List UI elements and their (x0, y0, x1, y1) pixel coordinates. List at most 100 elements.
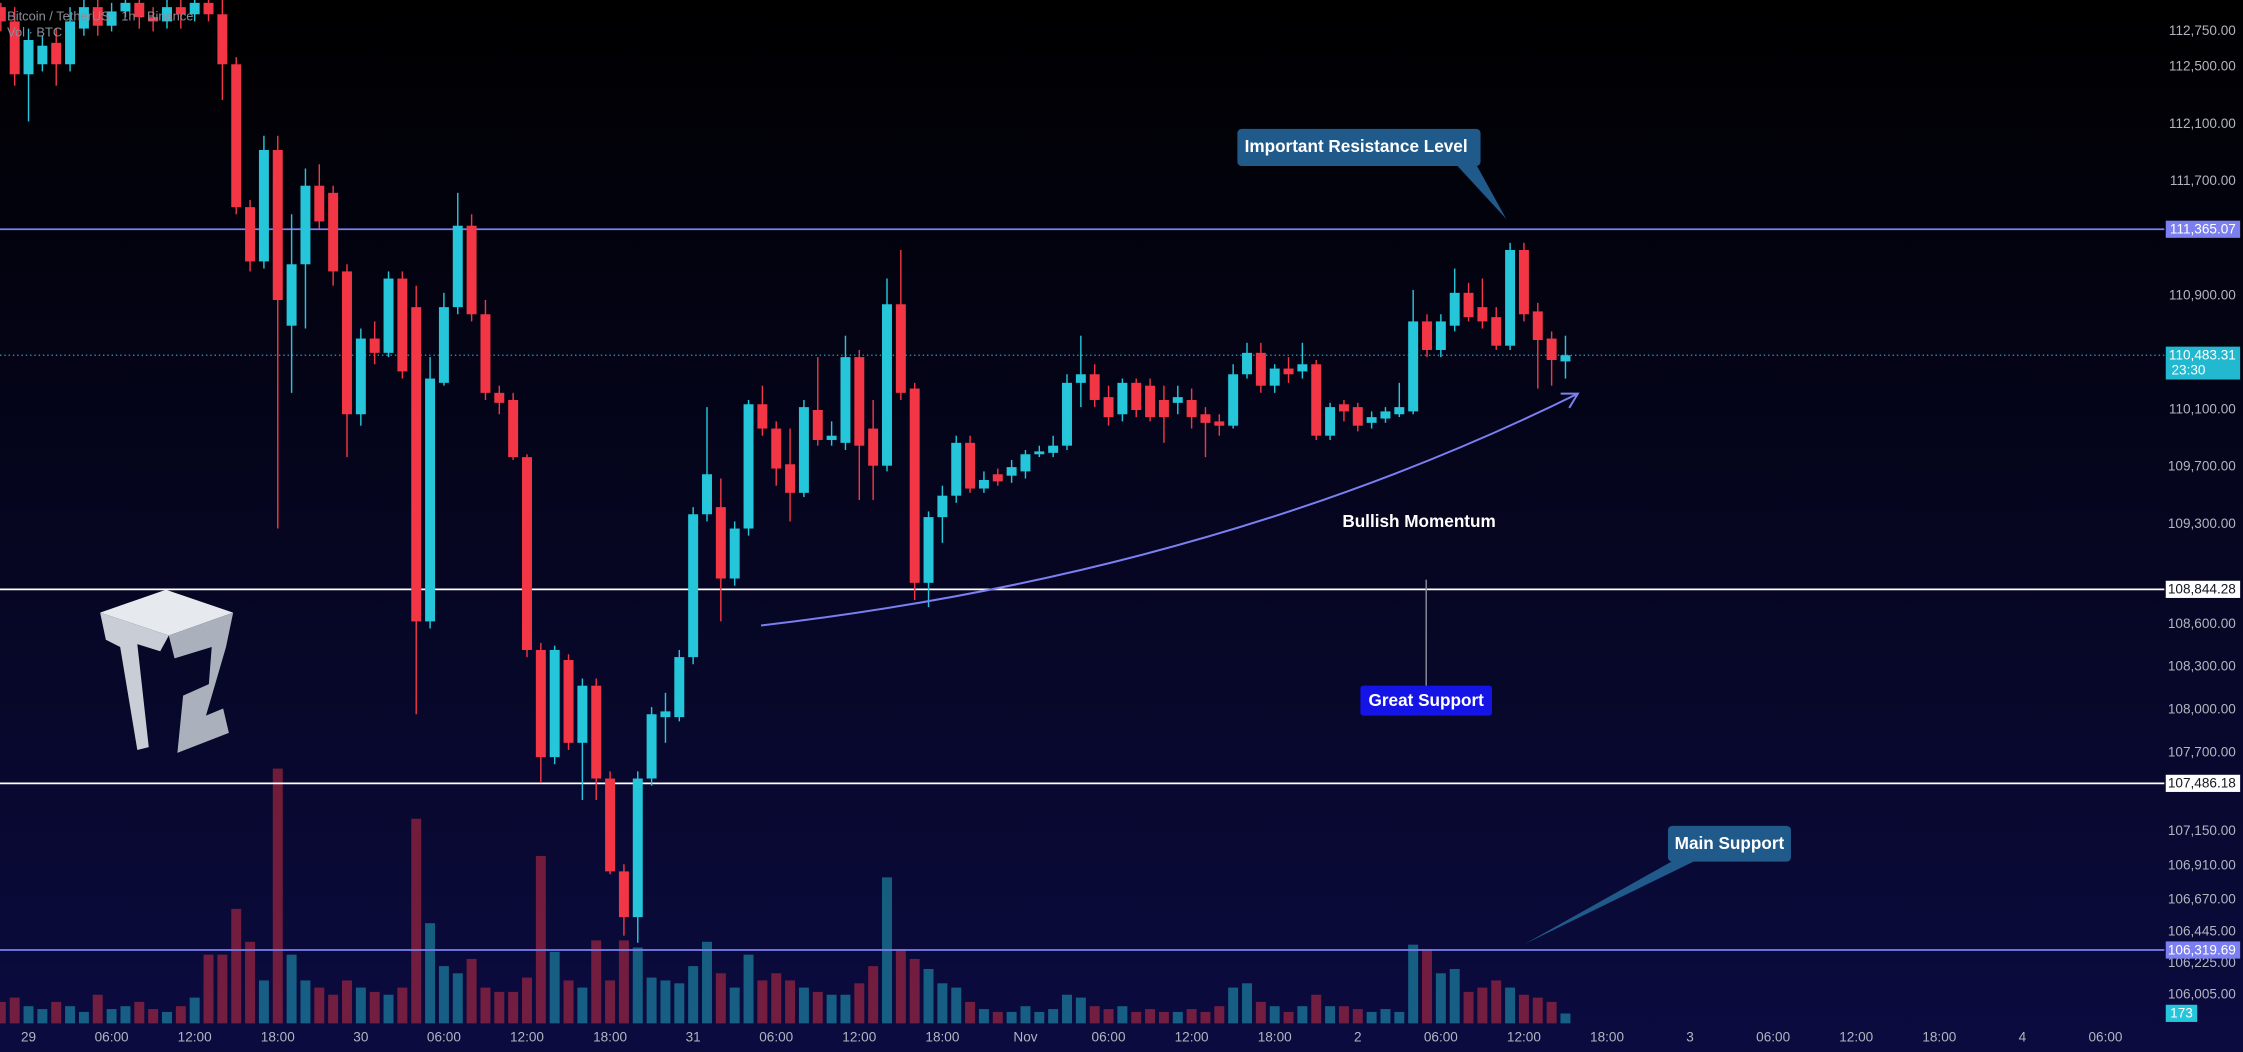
candle-body (51, 42, 62, 65)
volume-bar (148, 1009, 159, 1024)
candle-body (1228, 374, 1239, 426)
volume-bar (1380, 1009, 1391, 1024)
candle-body (1366, 417, 1377, 423)
volume-bar (1366, 1011, 1377, 1024)
candle-body (1422, 321, 1432, 350)
candle-body (1020, 454, 1031, 472)
volume-bar (577, 987, 588, 1024)
x-tick-label: 29 (21, 1029, 36, 1044)
volume-bar (1242, 983, 1252, 1024)
volume-bar (1408, 944, 1419, 1024)
candle-body (1131, 382, 1142, 410)
price-tag-label: 110,483.31 (2169, 348, 2236, 363)
y-tick-label: 106,445.00 (2168, 924, 2236, 939)
candle-body (1505, 249, 1516, 346)
callout-pointer (1523, 858, 1700, 945)
volume-bar (646, 977, 657, 1024)
volume-bar (369, 991, 380, 1024)
candle-body (535, 649, 546, 758)
volume-bar (1560, 1013, 1571, 1024)
volume-bar (1491, 980, 1502, 1024)
y-tick-label: 106,225.00 (2168, 955, 2236, 970)
y-tick-label: 109,300.00 (2168, 516, 2236, 531)
annotation-text: Important Resistance Level (1245, 136, 1468, 156)
x-tick-label: 4 (2019, 1029, 2027, 1044)
callout-box (1667, 825, 1791, 862)
x-tick-label: 2 (1354, 1029, 1362, 1044)
callout-pointer (1456, 164, 1507, 219)
candle-body (1518, 249, 1529, 315)
volume-bar (1200, 1011, 1211, 1024)
volume-bar (632, 947, 643, 1024)
volume-bar (937, 983, 948, 1024)
x-tick-label: 3 (1686, 1029, 1694, 1044)
x-tick-label: 06:00 (95, 1029, 129, 1044)
candle-body (148, 17, 159, 22)
y-tick-label: 110,100.00 (2169, 402, 2236, 417)
candle-body (1463, 292, 1474, 318)
volume-bar (591, 940, 602, 1024)
candle-body (494, 392, 505, 403)
candle-body (702, 474, 712, 515)
candle-body (92, 7, 103, 26)
volume-bar (1311, 994, 1322, 1024)
price-tag-label: 108,844.28 (2168, 582, 2236, 597)
y-tick-label: 108,300.00 (2168, 659, 2236, 674)
volume-bar (1020, 1006, 1031, 1024)
candle-body (1394, 407, 1405, 415)
volume-bar (1117, 1006, 1128, 1024)
volume-bar (438, 966, 449, 1024)
candle-body (771, 428, 782, 469)
candle-body (646, 714, 657, 779)
candle-body (632, 778, 643, 918)
candle-body (618, 871, 629, 918)
volume-bar (452, 973, 463, 1024)
candle-body (217, 14, 228, 65)
price-tag-label: 111,365.07 (2170, 222, 2236, 237)
volume-bar (120, 1006, 131, 1024)
volume-bar (618, 940, 629, 1024)
candle-body (1477, 307, 1488, 322)
candle-body (1255, 352, 1266, 386)
volume-bar (688, 966, 699, 1024)
volume-bar (245, 941, 256, 1024)
chart-subtitle: Vol · BTC (7, 24, 62, 39)
x-tick-label: Nov (1013, 1029, 1037, 1044)
candle-body (1449, 292, 1460, 326)
volume-bar (65, 1006, 76, 1024)
volume-bar (1006, 1011, 1017, 1024)
candle-body (1075, 374, 1086, 383)
volume-bar (106, 1009, 117, 1024)
resistance-callout: Important Resistance Level (1237, 128, 1507, 219)
candle-body (452, 225, 463, 308)
y-tick-label: 106,910.00 (2168, 857, 2236, 872)
volume-bar (923, 968, 934, 1024)
candle-body (65, 21, 76, 65)
candle-body (882, 304, 892, 466)
annotation-text: Great Support (1369, 690, 1485, 710)
volume-bar (1477, 987, 1488, 1024)
volume-tag (2165, 1004, 2198, 1022)
volume-bar (51, 1001, 62, 1024)
candle-body (840, 357, 851, 443)
volume-bar (660, 980, 671, 1024)
x-tick-label: 12:00 (1507, 1029, 1541, 1044)
volume-bar (272, 768, 283, 1024)
volume-bar (522, 977, 532, 1024)
volume-bar (1131, 1011, 1142, 1024)
volume-bar (951, 987, 962, 1024)
candle-body (328, 192, 339, 272)
great-support-callout: Great Support (1360, 579, 1492, 716)
x-tick-label: 12:00 (1175, 1029, 1209, 1044)
candle-body (120, 2, 131, 12)
candle-body (314, 185, 325, 222)
annotation-text: Main Support (1675, 833, 1785, 853)
candle-body (189, 2, 200, 15)
candle-body (231, 64, 242, 208)
candle-body (674, 657, 685, 718)
candle-body (1338, 404, 1349, 412)
volume-bar (854, 983, 865, 1024)
volume-bar (1048, 1009, 1059, 1024)
volume-bar (1297, 1006, 1308, 1024)
